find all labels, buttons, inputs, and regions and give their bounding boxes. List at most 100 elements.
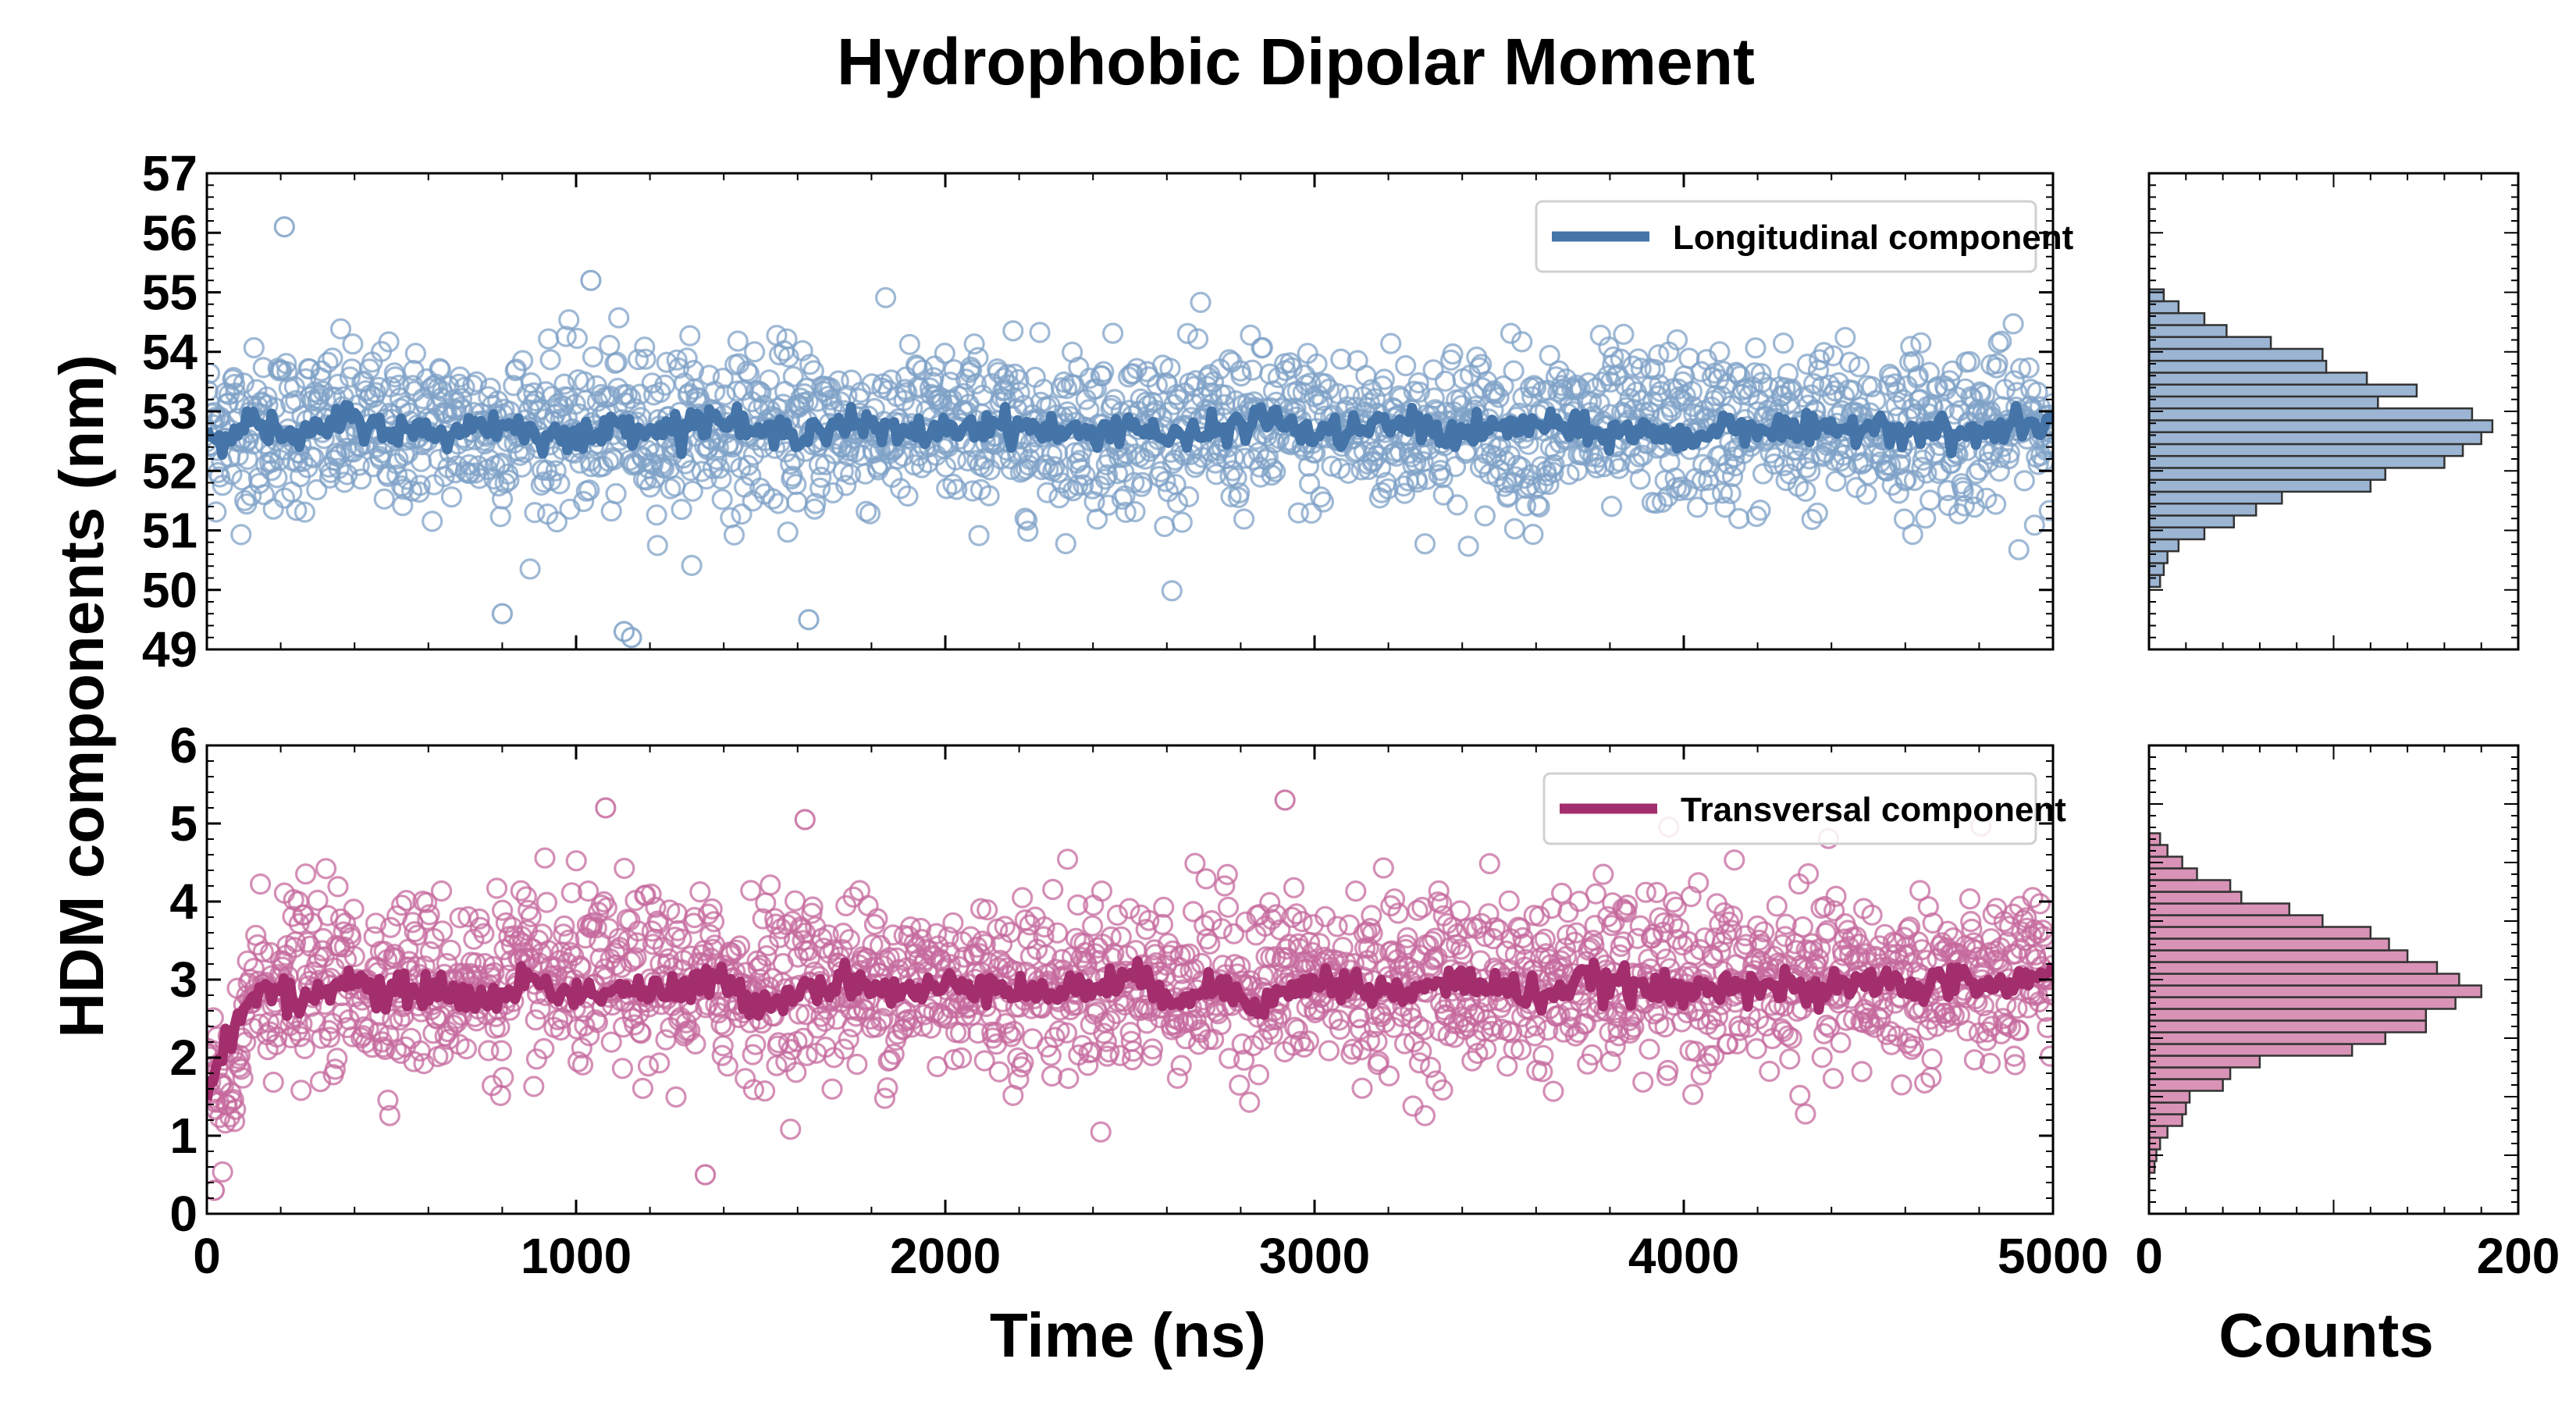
scatter-point — [1907, 365, 1929, 387]
scatter-point — [681, 480, 703, 502]
scatter-point — [967, 347, 989, 368]
scatter-point — [1807, 948, 1830, 970]
scatter-point — [877, 1077, 898, 1099]
scatter-point — [820, 389, 842, 411]
scatter-point — [1122, 363, 1144, 385]
scatter-point — [329, 318, 352, 340]
scatter-point — [1728, 507, 1750, 530]
scatter-point — [438, 1028, 460, 1051]
scatter-point — [806, 1017, 828, 1039]
scatter-point — [1497, 485, 1519, 507]
scatter-point — [1503, 518, 1525, 540]
scatter-point — [727, 330, 749, 352]
scatter-point — [1155, 471, 1176, 493]
plot-area — [207, 789, 2053, 1201]
histogram-bar — [2147, 526, 2206, 541]
scatter-point — [2008, 539, 2030, 560]
scatter-point — [1407, 899, 1429, 921]
scatter-point — [640, 883, 662, 905]
scatter-point — [1362, 450, 1384, 472]
scatter-point — [1210, 1013, 1232, 1036]
scatter-point — [533, 471, 555, 493]
scatter-point — [1527, 494, 1549, 516]
scatter-point — [1493, 375, 1514, 397]
scatter-point — [1432, 1079, 1453, 1101]
scatter-point — [788, 1003, 810, 1025]
scatter-point — [1600, 496, 1623, 518]
scatter-point — [1557, 924, 1578, 946]
scatter-point — [1197, 1029, 1219, 1051]
scatter-point — [1358, 1030, 1381, 1051]
histogram-bar — [2147, 502, 2258, 517]
scatter-point — [1550, 882, 1573, 905]
scatter-point — [997, 364, 1019, 386]
scatter-point — [1048, 461, 1069, 484]
histogram-bar — [2147, 288, 2165, 303]
scatter-point — [1428, 880, 1450, 902]
scatter-point — [317, 905, 339, 927]
scatter-point — [600, 1031, 622, 1053]
scatter-point — [1482, 1015, 1503, 1037]
scatter-point — [1069, 450, 1091, 471]
scatter-point — [1963, 1049, 1985, 1071]
histogram-bar — [2147, 937, 2390, 951]
scatter-point — [1281, 906, 1303, 928]
scatter-point — [1051, 472, 1073, 494]
scatter-point — [1897, 918, 1919, 941]
y-tick-label: 49 — [142, 621, 197, 678]
scatter-point — [1073, 474, 1094, 496]
scatter-point — [2013, 470, 2035, 492]
scatter-point — [1935, 1007, 1957, 1029]
scatter-point — [1067, 894, 1089, 916]
scatter-point — [553, 373, 575, 395]
scatter-point — [574, 371, 596, 393]
y-tick-label: 6 — [169, 717, 197, 774]
scatter-point — [515, 886, 537, 908]
scatter-point — [611, 1058, 634, 1080]
scatter-point — [1474, 505, 1496, 527]
scatter-point — [1720, 919, 1742, 941]
histogram-bar — [2147, 891, 2243, 905]
scatter-point — [1226, 467, 1247, 489]
scatter-point — [627, 920, 649, 942]
scatter-point — [736, 361, 758, 382]
scatter-point — [689, 880, 711, 903]
scatter-point — [765, 913, 787, 935]
scatter-point — [1657, 1059, 1679, 1082]
outlier-point — [273, 216, 295, 238]
scatter-point — [262, 1071, 284, 1094]
longitudinal-histogram — [2147, 172, 2520, 651]
scatter-point — [373, 488, 395, 510]
scatter-point — [1643, 1003, 1665, 1025]
scatter-point — [1119, 898, 1140, 919]
scatter-point — [1916, 1019, 1938, 1041]
scatter-point — [856, 500, 877, 522]
scatter-point — [1136, 1012, 1158, 1034]
scatter-point — [2039, 1045, 2053, 1067]
scatter-point — [1766, 895, 1788, 917]
scatter-point — [1159, 357, 1181, 379]
y-tick-label: 53 — [142, 383, 197, 439]
scatter-point — [339, 366, 361, 388]
scatter-point — [1635, 881, 1656, 903]
scatter-point — [468, 455, 489, 477]
scatter-point — [1816, 1014, 1838, 1037]
scatter-point — [382, 1008, 404, 1030]
scatter-point — [1216, 863, 1238, 886]
scatter-point — [1861, 375, 1883, 398]
scatter-point — [637, 1055, 660, 1077]
scatter-point — [994, 916, 1016, 937]
scatter-point — [1104, 389, 1126, 411]
scatter-point — [717, 1055, 738, 1077]
scatter-point — [222, 367, 244, 389]
scatter-point — [294, 501, 315, 523]
histogram-bar — [2147, 550, 2169, 564]
scatter-point — [223, 1111, 246, 1133]
scatter-point — [578, 479, 600, 501]
scatter-point — [1251, 336, 1273, 358]
scatter-point — [439, 939, 461, 961]
scatter-point — [225, 1098, 247, 1120]
scatter-point — [1649, 938, 1671, 960]
scatter-point — [494, 472, 516, 494]
scatter-point — [699, 923, 721, 946]
